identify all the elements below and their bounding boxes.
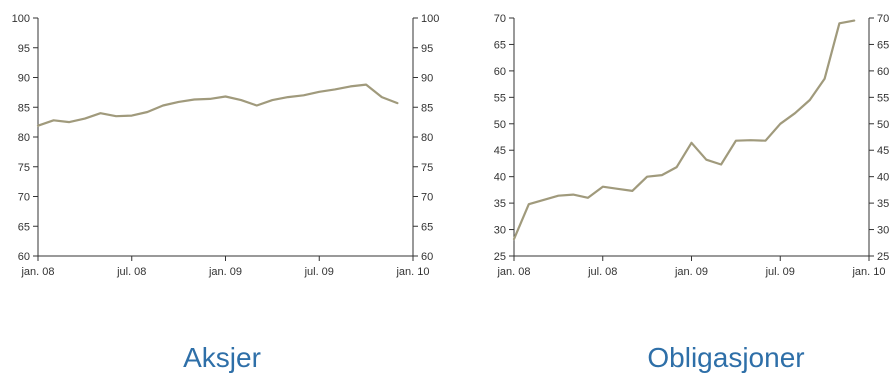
y-tick-label-left: 45 <box>494 145 506 157</box>
chart-title-obligasjoner: Obligasjoner <box>647 342 804 373</box>
y-tick-label-right: 65 <box>877 39 889 51</box>
y-tick-label-right: 55 <box>877 92 889 104</box>
y-tick-label-right: 45 <box>877 145 889 157</box>
y-tick-label-right: 95 <box>421 43 433 55</box>
x-tick-label: jan. 08 <box>20 266 54 278</box>
x-tick-label: jan. 10 <box>395 266 429 278</box>
x-tick-label: jul. 09 <box>304 266 334 278</box>
y-tick-label-right: 35 <box>877 198 889 210</box>
x-tick-label: jan. 09 <box>208 266 242 278</box>
y-tick-label-left: 30 <box>494 225 506 237</box>
x-tick-label: jul. 08 <box>587 266 617 278</box>
y-tick-label-left: 100 <box>12 13 30 25</box>
x-tick-label: jan. 08 <box>496 266 530 278</box>
y-tick-label-left: 70 <box>18 192 30 204</box>
y-tick-label-right: 60 <box>877 66 889 78</box>
series-line-aksjer <box>36 83 399 127</box>
y-tick-label-left: 85 <box>18 102 30 114</box>
y-tick-label-left: 70 <box>494 13 506 25</box>
y-tick-label-right: 85 <box>421 102 433 114</box>
y-tick-label-right: 70 <box>877 13 889 25</box>
series-line-obligasjoner <box>512 19 856 241</box>
x-tick-label: jan. 10 <box>851 266 885 278</box>
y-tick-label-left: 60 <box>494 66 506 78</box>
chart-obligasjoner: 70 70 65 65 60 60 55 55 50 50 45 45 40 40 35 35 30 30 25 25… <box>494 13 890 373</box>
y-tick-label-left: 90 <box>18 73 30 85</box>
y-tick-label-right: 90 <box>421 73 433 85</box>
y-tick-label-right: 30 <box>877 225 889 237</box>
x-tick-label: jan. 09 <box>674 266 708 278</box>
y-tick-label-left: 65 <box>18 221 30 233</box>
y-tick-label-right: 70 <box>421 192 433 204</box>
y-tick-label-left: 80 <box>18 132 30 144</box>
y-tick-label-left: 40 <box>494 172 506 184</box>
y-tick-label-left: 65 <box>494 39 506 51</box>
x-tick-label: jul. 09 <box>765 266 795 278</box>
y-tick-label-right: 75 <box>421 162 433 174</box>
y-tick-label-right: 65 <box>421 221 433 233</box>
y-tick-label-left: 95 <box>18 43 30 55</box>
y-tick-label-left: 25 <box>494 251 506 263</box>
y-tick-label-right: 100 <box>421 13 439 25</box>
y-tick-label-left: 60 <box>18 251 30 263</box>
x-tick-label: jul. 08 <box>116 266 146 278</box>
y-tick-label-right: 50 <box>877 119 889 131</box>
chart-title-aksjer: Aksjer <box>183 342 261 373</box>
y-tick-label-right: 40 <box>877 172 889 184</box>
y-tick-label-right: 80 <box>421 132 433 144</box>
y-tick-label-left: 35 <box>494 198 506 210</box>
y-tick-label-right: 25 <box>877 251 889 263</box>
y-tick-label-left: 75 <box>18 162 30 174</box>
chart-aksjer: 100 100 95 95 90 90 85 85 80 80 75 75 70 70 65 65 60 60 ja… <box>12 13 440 373</box>
y-tick-label-left: 55 <box>494 92 506 104</box>
y-tick-label-right: 60 <box>421 251 433 263</box>
y-tick-label-left: 50 <box>494 119 506 131</box>
